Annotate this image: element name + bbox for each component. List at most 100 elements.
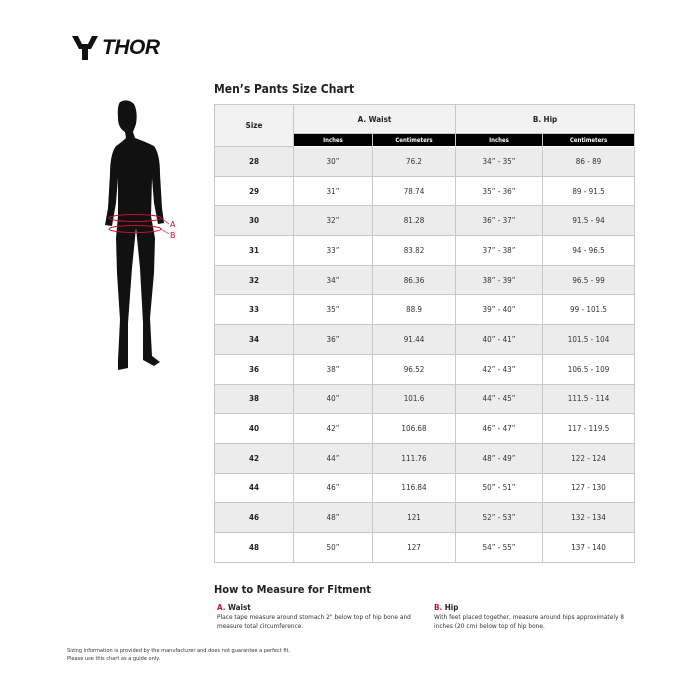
size-cell: 46 <box>214 502 294 533</box>
size-cell: 40 <box>214 413 294 444</box>
value-cell: 83.82 <box>371 235 457 266</box>
value-cell: 50” <box>293 531 373 563</box>
table-row: 34 36” 91.44 40” - 41” 101.5 - 104 <box>214 324 636 355</box>
value-cell: 42” <box>293 413 373 444</box>
value-cell: 76.2 <box>371 146 457 177</box>
value-cell: 44” - 45” <box>455 383 544 415</box>
waist-instructions: A. Waist Place tape measure around stoma… <box>217 603 411 630</box>
table-row: 40 42” 106.68 46” - 47” 117 - 119.5 <box>214 413 636 444</box>
value-cell: 111.5 - 114 <box>542 383 636 415</box>
value-cell: 46” <box>293 472 373 504</box>
value-cell: 35” <box>293 294 373 326</box>
value-cell: 52” - 53” <box>455 502 544 533</box>
value-cell: 132 - 134 <box>542 502 636 533</box>
value-cell: 34” - 35” <box>455 146 544 177</box>
value-cell: 99 - 101.5 <box>542 294 636 326</box>
subheader: Inches <box>293 133 373 147</box>
value-cell: 127 <box>371 531 457 563</box>
size-cell: 42 <box>214 442 294 474</box>
value-cell: 86.36 <box>371 264 457 296</box>
value-cell: 50” - 51” <box>455 472 544 504</box>
value-cell: 34” <box>293 264 373 296</box>
table-row: 28 30” 76.2 34” - 35” 86 - 89 <box>214 146 636 177</box>
value-cell: 121 <box>371 502 457 533</box>
waist-header: A. Waist <box>292 104 457 134</box>
value-cell: 39” - 40” <box>455 294 544 326</box>
size-cell: 28 <box>214 146 294 177</box>
table-row: 29 31” 78.74 35” - 36” 89 - 91.5 <box>214 175 636 207</box>
value-cell: 40” - 41” <box>455 324 544 355</box>
value-cell: 38” - 39” <box>455 264 544 296</box>
body-silhouette: A B <box>105 100 176 371</box>
value-cell: 78.74 <box>371 175 457 207</box>
size-cell: 36 <box>214 353 294 385</box>
value-cell: 91.5 - 94 <box>542 205 636 237</box>
value-cell: 101.6 <box>371 383 457 415</box>
size-cell: 44 <box>214 472 294 504</box>
subheader: Centimeters <box>371 133 457 147</box>
value-cell: 44” <box>293 442 373 474</box>
value-cell: 96.52 <box>371 353 457 385</box>
value-cell: 122 - 124 <box>542 442 636 474</box>
value-cell: 81.28 <box>371 205 457 237</box>
table-row: 31 33” 83.82 37” - 38” 94 - 96.5 <box>214 235 636 266</box>
value-cell: 32” <box>293 205 373 237</box>
table-row: 32 34” 86.36 38” - 39” 96.5 - 99 <box>214 264 636 296</box>
table-row: 33 35” 88.9 39” - 40” 99 - 101.5 <box>214 294 636 326</box>
value-cell: 42” - 43” <box>455 353 544 385</box>
value-cell: 111.76 <box>371 442 457 474</box>
page-title: Men’s Pants Size Chart <box>214 82 355 96</box>
value-cell: 36” <box>293 324 373 355</box>
size-header: Size <box>214 104 294 147</box>
value-cell: 116.84 <box>371 472 457 504</box>
size-cell: 33 <box>214 294 294 326</box>
table-row: 38 40” 101.6 44” - 45” 111.5 - 114 <box>214 383 636 415</box>
value-cell: 137 - 140 <box>542 531 636 563</box>
value-cell: 86 - 89 <box>542 146 636 177</box>
marker-b: B <box>170 231 176 240</box>
value-cell: 117 - 119.5 <box>542 413 636 444</box>
size-cell: 29 <box>214 175 294 207</box>
subheader: Inches <box>455 133 544 147</box>
brand-name: THOR <box>102 36 160 59</box>
size-cell: 31 <box>214 235 294 266</box>
value-cell: 40” <box>293 383 373 415</box>
disclaimer: Sizing information is provided by the ma… <box>67 648 291 662</box>
hip-header: B. Hip <box>455 104 636 134</box>
size-cell: 48 <box>214 531 294 563</box>
table-row: 36 38” 96.52 42” - 43” 106.5 - 109 <box>214 353 636 385</box>
size-cell: 30 <box>214 205 294 237</box>
thor-logo: THOR <box>72 36 160 60</box>
table-row: 46 48” 121 52” - 53” 132 - 134 <box>214 502 636 533</box>
value-cell: 101.5 - 104 <box>542 324 636 355</box>
value-cell: 94 - 96.5 <box>542 235 636 266</box>
table-row: 42 44” 111.76 48” - 49” 122 - 124 <box>214 442 636 474</box>
table-row: 44 46” 116.84 50” - 51” 127 - 130 <box>214 472 636 504</box>
value-cell: 54” - 55” <box>455 531 544 563</box>
value-cell: 31” <box>293 175 373 207</box>
size-cell: 34 <box>214 324 294 355</box>
table-row: 30 32” 81.28 36” - 37” 91.5 - 94 <box>214 205 636 237</box>
value-cell: 36” - 37” <box>455 205 544 237</box>
value-cell: 106.68 <box>371 413 457 444</box>
value-cell: 37” - 38” <box>455 235 544 266</box>
value-cell: 35” - 36” <box>455 175 544 207</box>
value-cell: 30” <box>293 146 373 177</box>
size-chart-table: Size A. Waist B. Hip Inches Centimeters … <box>214 104 636 563</box>
value-cell: 91.44 <box>371 324 457 355</box>
table-row: 48 50” 127 54” - 55” 137 - 140 <box>214 531 636 563</box>
marker-a: A <box>170 220 176 229</box>
value-cell: 46” - 47” <box>455 413 544 444</box>
size-cell: 38 <box>214 383 294 415</box>
value-cell: 38” <box>293 353 373 385</box>
value-cell: 48” - 49” <box>455 442 544 474</box>
value-cell: 33” <box>293 235 373 266</box>
size-cell: 32 <box>214 264 294 296</box>
value-cell: 88.9 <box>371 294 457 326</box>
value-cell: 89 - 91.5 <box>542 175 636 207</box>
value-cell: 48” <box>293 502 373 533</box>
value-cell: 127 - 130 <box>542 472 636 504</box>
subheader: Centimeters <box>542 133 636 147</box>
hip-instructions: B. Hip With feet placed together, measur… <box>434 603 624 630</box>
value-cell: 96.5 - 99 <box>542 264 636 296</box>
